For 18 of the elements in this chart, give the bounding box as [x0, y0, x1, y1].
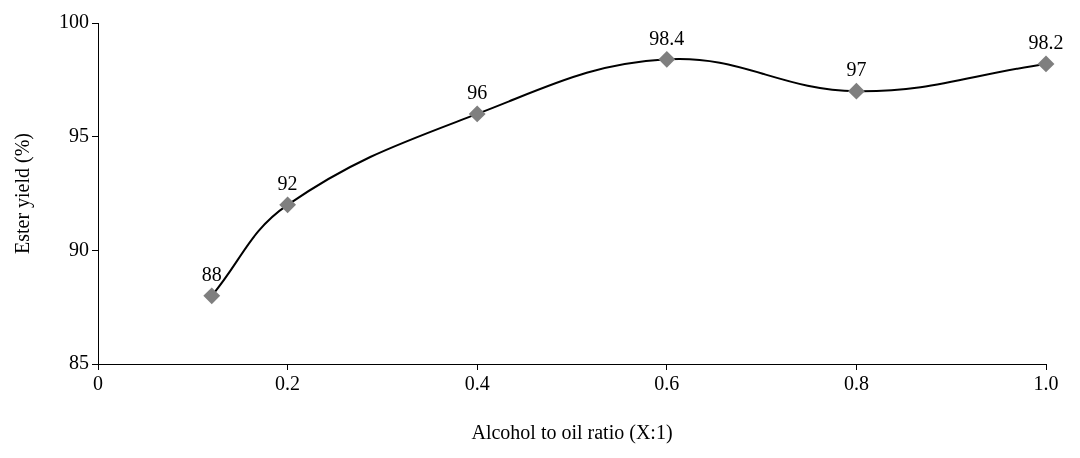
- data-label: 88: [201, 263, 222, 286]
- x-tick-label: 0.6: [654, 372, 680, 395]
- data-label: 98.4: [649, 26, 685, 49]
- data-label: 98.2: [1028, 31, 1064, 54]
- x-tick-label: 0: [93, 372, 103, 395]
- data-label: 96: [467, 81, 488, 104]
- y-tick-label: 85: [69, 351, 89, 374]
- x-tick-label: 1.0: [1033, 372, 1059, 395]
- data-label: 97: [846, 58, 867, 81]
- y-tick-label: 100: [59, 10, 89, 33]
- x-tick-label: 0.8: [843, 372, 869, 395]
- data-label: 92: [277, 172, 298, 195]
- x-tick-label: 0.2: [275, 372, 301, 395]
- x-tick-label: 0.4: [464, 372, 490, 395]
- x-axis-title: Alcohol to oil ratio (X:1): [471, 421, 673, 445]
- y-axis-title: Ester yield (%): [11, 132, 35, 255]
- y-tick-label: 90: [69, 237, 89, 260]
- y-tick-label: 95: [69, 123, 89, 146]
